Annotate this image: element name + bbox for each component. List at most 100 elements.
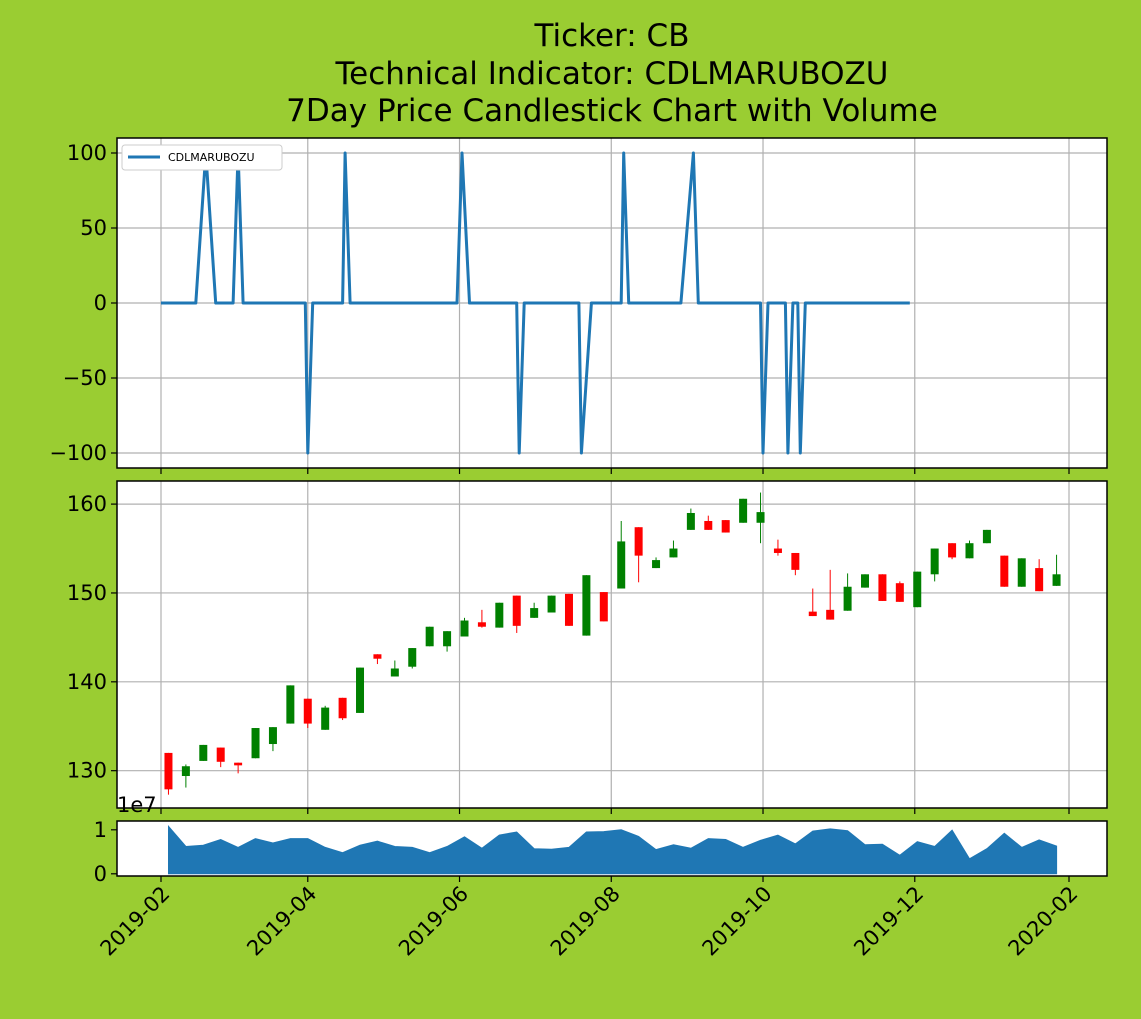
price-y-tick-label: 150 [67, 581, 107, 605]
candlesticks [164, 492, 1061, 795]
candle-body-up [321, 707, 330, 730]
candle [1000, 555, 1009, 587]
candle [356, 667, 365, 713]
candle [895, 581, 904, 602]
candle [164, 752, 173, 795]
candle [1052, 554, 1061, 586]
candle-body-down [826, 609, 835, 620]
indicator-y-tick-label: 100 [67, 141, 107, 165]
candle-body-down [216, 747, 225, 762]
chart-title: Ticker: CB Technical Indicator: CDLMARUB… [286, 18, 938, 129]
price-frame [116, 480, 1108, 809]
candle [321, 705, 330, 730]
candle [181, 764, 190, 788]
volume-y-tick-label: 1 [94, 818, 107, 842]
candle [652, 557, 661, 569]
title-line-3: 7Day Price Candlestick Chart with Volume [286, 93, 938, 129]
candle [1017, 558, 1026, 587]
candle [512, 595, 521, 633]
candle [303, 698, 312, 729]
candle [617, 520, 626, 589]
candle-body-down [599, 592, 608, 622]
candle [878, 574, 887, 601]
candle-body-down [373, 654, 382, 659]
candle [286, 685, 295, 724]
candle-body-up [913, 571, 922, 608]
candle [582, 575, 591, 636]
candle-body-down [704, 520, 713, 530]
candle-body-down [303, 698, 312, 724]
candle-body-down [878, 574, 887, 601]
candle [669, 540, 678, 558]
candle-body-down [234, 762, 243, 766]
candle [390, 660, 399, 677]
candle-body-down [164, 752, 173, 790]
candle [773, 539, 782, 556]
candle [199, 744, 208, 761]
candle [930, 548, 939, 582]
volume-frame [116, 820, 1108, 877]
volume-area [168, 824, 1058, 875]
title-line-2: Technical Indicator: CDLMARUBOZU [335, 56, 889, 92]
candle-body-down [895, 583, 904, 602]
candle [982, 529, 991, 544]
candle [861, 574, 870, 588]
candle-body-up [739, 498, 748, 523]
candle [808, 588, 817, 617]
candle [373, 654, 382, 665]
candle [756, 492, 765, 544]
legend-box [121, 144, 283, 171]
candle [530, 602, 539, 618]
candle-body-down [338, 697, 347, 719]
candle [477, 609, 486, 628]
candle-body-up [547, 595, 556, 613]
candle [826, 569, 835, 620]
indicator-y-tick-label: −50 [63, 366, 107, 390]
candle-body-up [582, 575, 591, 636]
candle [948, 543, 957, 560]
candle-body-up [251, 728, 260, 759]
candle-body-up [286, 685, 295, 724]
candle-body-down [721, 520, 730, 533]
candle [547, 595, 556, 613]
volume-offset-label: 1e7 [117, 793, 157, 817]
candle [443, 631, 452, 652]
candle-body-down [791, 552, 800, 570]
candle [843, 573, 852, 611]
candle-body-up [669, 548, 678, 558]
price-y-tick-label: 160 [67, 492, 107, 516]
candle [1035, 559, 1044, 592]
price-y-tick-label: 130 [67, 759, 107, 783]
candle-body-up [982, 529, 991, 544]
candle [495, 602, 504, 628]
candle [234, 762, 243, 774]
candle-body-up [686, 512, 695, 530]
indicator-y-tick-label: 0 [94, 291, 107, 315]
candle-body-up [1052, 574, 1061, 586]
candle-body-up [199, 744, 208, 761]
candle [599, 592, 608, 622]
candle-body-up [861, 574, 870, 588]
price-plot-area [117, 481, 1107, 808]
candle-body-up [1017, 558, 1026, 587]
candle [460, 617, 469, 637]
candle-body-up [390, 668, 399, 677]
candle [216, 747, 225, 768]
candle-body-up [843, 586, 852, 611]
candle-body-up [181, 766, 190, 777]
candle-body-down [808, 611, 817, 617]
candle [338, 697, 347, 721]
candle-body-down [634, 527, 643, 556]
candle-body-up [965, 543, 974, 559]
candle-body-down [773, 548, 782, 553]
volume-y-ticks: 01 [94, 818, 117, 886]
price-y-tick-label: 140 [67, 670, 107, 694]
candle-body-down [477, 622, 486, 627]
candle-body-up [617, 541, 626, 589]
indicator-frame [116, 137, 1108, 469]
candle [564, 593, 573, 626]
candle-body-up [495, 602, 504, 628]
title-line-1: Ticker: CB [534, 18, 690, 54]
candle-body-down [1035, 568, 1044, 592]
